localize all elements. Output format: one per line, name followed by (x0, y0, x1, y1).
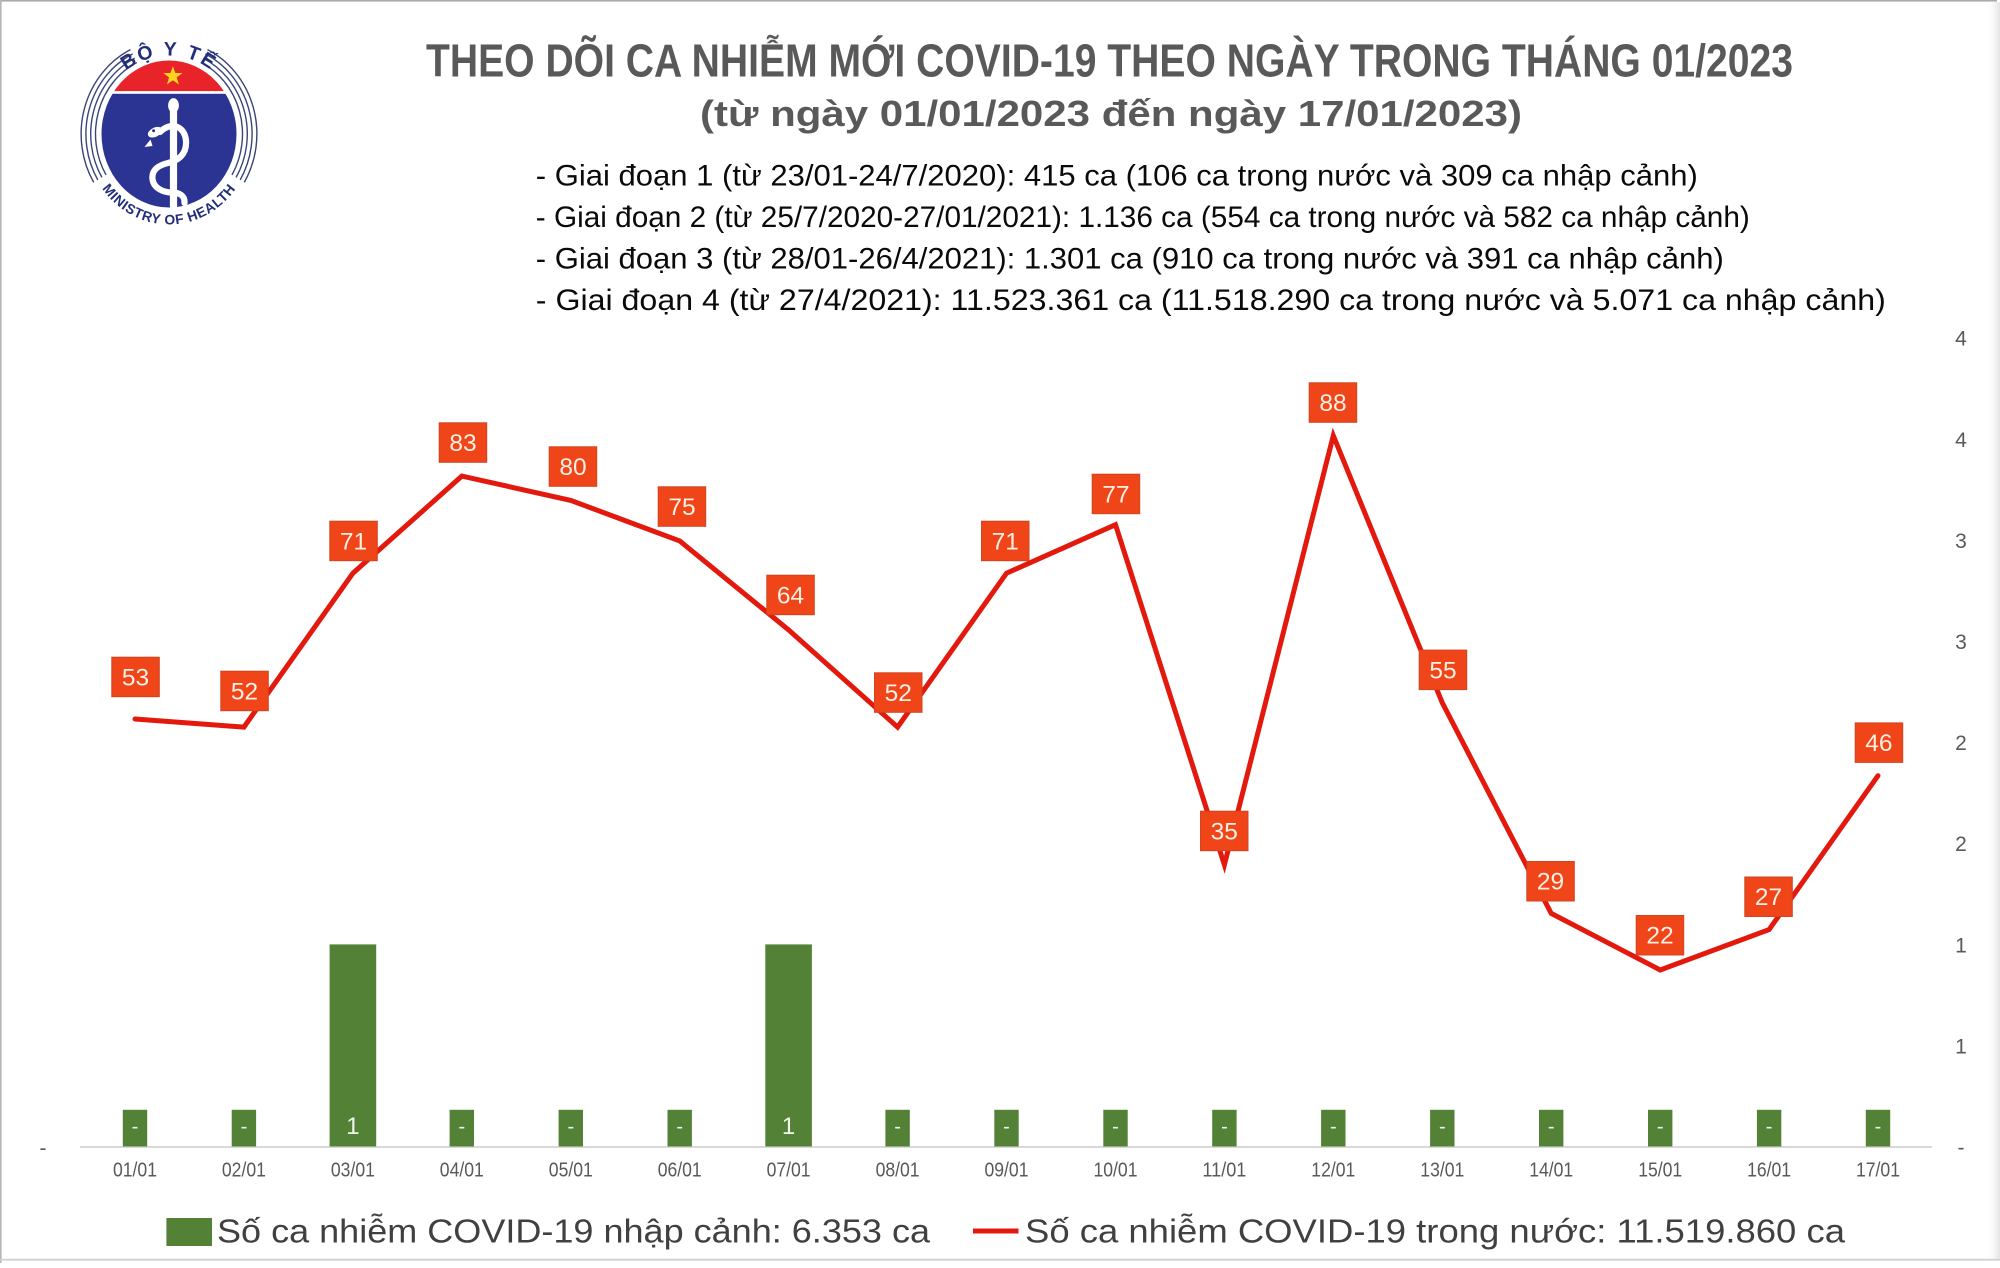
svg-text:-: - (1766, 1116, 1773, 1138)
svg-text:10/01: 10/01 (1094, 1159, 1138, 1182)
svg-text:52: 52 (885, 680, 912, 707)
svg-text:- Giai đoạn 1 (từ 23/01-24/7/2: - Giai đoạn 1 (từ 23/01-24/7/2020): 415 … (536, 159, 1698, 192)
svg-text:55: 55 (1429, 657, 1456, 684)
svg-text:-: - (1330, 1116, 1337, 1138)
svg-text:46: 46 (1865, 730, 1892, 757)
svg-text:52: 52 (231, 679, 258, 706)
svg-text:1: 1 (1955, 934, 1967, 957)
svg-text:Số ca nhiễm COVID-19 nhập cảnh: Số ca nhiễm COVID-19 nhập cảnh: 6.353 ca (217, 1213, 931, 1250)
svg-text:06/01: 06/01 (658, 1159, 702, 1182)
svg-text:71: 71 (992, 529, 1019, 556)
svg-text:15/01: 15/01 (1638, 1159, 1682, 1182)
svg-text:75: 75 (668, 494, 695, 521)
svg-text:77: 77 (1102, 482, 1129, 509)
svg-text:09/01: 09/01 (985, 1159, 1029, 1182)
svg-text:71: 71 (340, 529, 367, 556)
svg-text:13/01: 13/01 (1420, 1159, 1464, 1182)
svg-text:-: - (676, 1116, 683, 1138)
svg-text:03/01: 03/01 (331, 1159, 375, 1182)
svg-text:- Giai đoạn 4 (từ 27/4/2021):: - Giai đoạn 4 (từ 27/4/2021): 11.523.361… (536, 284, 1886, 317)
svg-text:-: - (458, 1116, 465, 1138)
svg-text:-: - (567, 1116, 574, 1138)
svg-text:29: 29 (1537, 869, 1564, 896)
svg-text:4: 4 (1955, 429, 1967, 452)
svg-text:83: 83 (449, 430, 476, 457)
svg-text:1: 1 (1955, 1035, 1967, 1058)
svg-text:-: - (1657, 1116, 1664, 1138)
svg-text:11/01: 11/01 (1202, 1159, 1246, 1182)
svg-text:01/01: 01/01 (113, 1159, 157, 1182)
svg-text:05/01: 05/01 (549, 1159, 593, 1182)
svg-text:- Giai đoạn 3 (từ 28/01-26/4/2: - Giai đoạn 3 (từ 28/01-26/4/2021): 1.30… (536, 243, 1724, 276)
svg-text:-: - (1112, 1116, 1119, 1138)
svg-text:THEO DÕI CA NHIỄM MỚI COVID-19: THEO DÕI CA NHIỄM MỚI COVID-19 THEO NGÀY… (426, 35, 1793, 87)
svg-text:Số ca nhiễm COVID-19 trong nướ: Số ca nhiễm COVID-19 trong nước: 11.519.… (1025, 1213, 1846, 1250)
svg-text:3: 3 (1955, 631, 1967, 654)
svg-text:35: 35 (1211, 819, 1238, 846)
svg-text:17/01: 17/01 (1856, 1159, 1900, 1182)
svg-text:-: - (1548, 1116, 1555, 1138)
svg-text:14/01: 14/01 (1529, 1159, 1573, 1182)
svg-text:64: 64 (777, 583, 804, 610)
svg-text:16/01: 16/01 (1747, 1159, 1791, 1182)
svg-text:-: - (241, 1116, 248, 1138)
svg-text:88: 88 (1319, 390, 1346, 417)
svg-text:2: 2 (1955, 833, 1967, 856)
svg-text:1: 1 (782, 1113, 795, 1140)
svg-text:80: 80 (559, 454, 586, 481)
svg-text:-: - (1221, 1116, 1228, 1138)
svg-text:3: 3 (1955, 530, 1967, 553)
svg-text:-: - (894, 1116, 901, 1138)
svg-text:-: - (1003, 1116, 1010, 1138)
svg-text:4: 4 (1955, 328, 1967, 351)
svg-text:07/01: 07/01 (767, 1159, 811, 1182)
svg-text:-: - (40, 1137, 47, 1160)
svg-text:(từ ngày 01/01/2023 đến ngày 1: (từ ngày 01/01/2023 đến ngày 17/01/2023) (700, 93, 1522, 134)
svg-text:- Giai đoạn 2 (từ 25/7/2020-27: - Giai đoạn 2 (từ 25/7/2020-27/01/2021):… (536, 201, 1750, 234)
svg-text:04/01: 04/01 (440, 1159, 484, 1182)
svg-text:53: 53 (122, 665, 149, 692)
svg-text:-: - (132, 1116, 139, 1138)
svg-text:-: - (1958, 1137, 1965, 1160)
svg-text:-: - (1875, 1116, 1882, 1138)
svg-text:08/01: 08/01 (876, 1159, 920, 1182)
svg-text:27: 27 (1755, 884, 1782, 911)
svg-text:02/01: 02/01 (222, 1159, 266, 1182)
svg-text:-: - (1439, 1116, 1446, 1138)
svg-text:2: 2 (1955, 732, 1967, 755)
svg-text:1: 1 (346, 1113, 359, 1140)
svg-text:22: 22 (1646, 923, 1673, 950)
svg-text:12/01: 12/01 (1311, 1159, 1355, 1182)
